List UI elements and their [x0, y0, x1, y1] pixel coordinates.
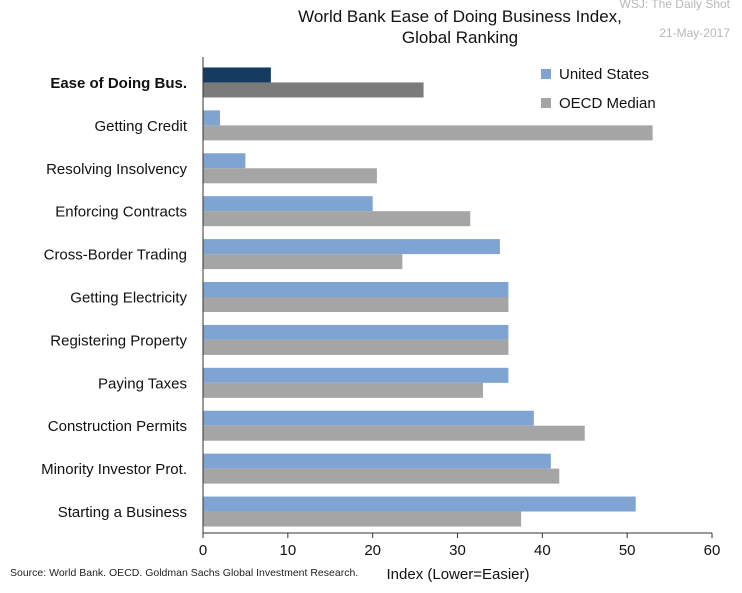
bar-oecd-median-paying-taxes: [203, 382, 483, 398]
bar-oecd-median-enforcing-contracts: [203, 211, 471, 227]
y-tick-label-starting-a-business: Starting a Business: [58, 504, 187, 521]
bar-united-states-getting-electricity: [203, 282, 509, 297]
y-tick-label-getting-credit: Getting Credit: [94, 118, 187, 135]
bar-oecd-median-registering-property: [203, 339, 509, 355]
legend-swatch-united-states: [541, 69, 551, 79]
bar-united-states-construction-permits: [203, 410, 534, 426]
y-tick-label-registering-property: Registering Property: [50, 332, 187, 349]
y-tick-label-construction-permits: Construction Permits: [48, 418, 187, 435]
bar-oecd-median-starting-a-business: [203, 511, 522, 527]
x-axis-label: Index (Lower=Easier): [387, 566, 530, 583]
watermark: WSJ: The Daily Shot 21-May-2017: [620, 0, 730, 44]
legend-label-united-states: United States: [559, 66, 649, 83]
bar-oecd-median-resolving-insolvency: [203, 168, 377, 184]
bar-united-states-minority-investor-prot: [203, 453, 551, 469]
source-note: Source: World Bank. OECD. Goldman Sachs …: [10, 567, 359, 579]
legend-swatch-oecd-median: [541, 98, 551, 108]
bar-oecd-median-cross-border-trading: [203, 254, 403, 270]
y-tick-label-getting-electricity: Getting Electricity: [70, 290, 187, 307]
y-tick-label-cross-border-trading: Cross-Border Trading: [44, 247, 187, 264]
bar-united-states-starting-a-business: [203, 496, 636, 512]
chart-title-line-2: Global Ranking: [401, 28, 519, 47]
bar-united-states-cross-border-trading: [203, 239, 500, 255]
bar-oecd-median-construction-permits: [203, 425, 585, 441]
watermark-date: 21-May-2017: [659, 26, 730, 40]
y-tick-label-minority-investor-prot: Minority Investor Prot.: [41, 461, 187, 478]
bar-united-states-registering-property: [203, 324, 509, 340]
bar-united-states-ease-of-doing-bus: [203, 67, 271, 83]
y-tick-label-enforcing-contracts: Enforcing Contracts: [55, 204, 187, 221]
watermark-source: WSJ: The Daily Shot: [619, 0, 730, 11]
bar-oecd-median-getting-credit: [203, 125, 653, 141]
bar-united-states-enforcing-contracts: [203, 196, 373, 212]
bar-united-states-paying-taxes: [203, 367, 509, 383]
x-tick-label-30: 30: [449, 542, 466, 559]
y-tick-label-paying-taxes: Paying Taxes: [98, 375, 187, 392]
x-tick-label-40: 40: [534, 542, 551, 559]
x-tick-label-60: 60: [704, 542, 721, 559]
chart-title-line-1: World Bank Ease of Doing Business Index,: [298, 7, 622, 26]
bar-united-states-getting-credit: [203, 110, 220, 126]
bar-united-states-resolving-insolvency: [203, 153, 246, 169]
x-tick-label-20: 20: [364, 542, 381, 559]
bar-oecd-median-getting-electricity: [203, 297, 509, 312]
bar-oecd-median-minority-investor-prot: [203, 468, 560, 484]
legend-label-oecd-median: OECD Median: [559, 95, 656, 112]
x-tick-label-50: 50: [619, 542, 636, 559]
y-tick-label-resolving-insolvency: Resolving Insolvency: [46, 161, 187, 178]
bar-oecd-median-ease-of-doing-bus: [203, 82, 424, 98]
x-tick-label-0: 0: [199, 542, 207, 559]
y-tick-label-ease-of-doing-bus: Ease of Doing Bus.: [50, 75, 187, 92]
chart-title: World Bank Ease of Doing Business Index,…: [270, 6, 650, 48]
x-tick-label-10: 10: [279, 542, 296, 559]
